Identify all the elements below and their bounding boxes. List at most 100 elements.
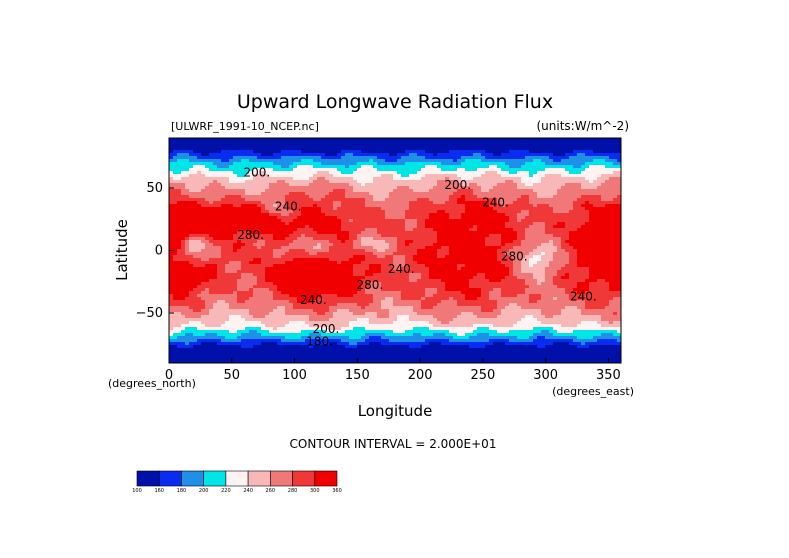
field-cell xyxy=(605,195,610,199)
field-cell xyxy=(265,168,270,172)
field-cell xyxy=(205,225,210,229)
field-cell xyxy=(337,243,342,247)
field-cell xyxy=(545,213,550,217)
field-cell xyxy=(197,198,202,202)
field-cell xyxy=(217,177,222,181)
field-cell xyxy=(569,222,574,226)
field-cell xyxy=(529,234,534,238)
field-cell xyxy=(321,183,326,187)
field-cell xyxy=(425,180,430,184)
field-cell xyxy=(421,141,426,145)
field-cell xyxy=(401,174,406,178)
field-cell xyxy=(593,216,598,220)
field-cell xyxy=(593,189,598,193)
field-cell xyxy=(277,255,282,259)
field-cell xyxy=(421,150,426,154)
field-cell xyxy=(501,237,506,241)
field-cell xyxy=(317,198,322,202)
field-cell xyxy=(173,270,178,274)
field-cell xyxy=(345,267,350,271)
field-cell xyxy=(217,165,222,169)
field-cell xyxy=(281,183,286,187)
field-cell xyxy=(197,195,202,199)
field-cell xyxy=(245,252,250,256)
field-cell xyxy=(369,171,374,175)
field-cell xyxy=(397,180,402,184)
field-cell xyxy=(349,159,354,163)
field-cell xyxy=(389,267,394,271)
field-cell xyxy=(457,204,462,208)
field-cell xyxy=(585,180,590,184)
field-cell xyxy=(185,243,190,247)
field-cell xyxy=(445,144,450,148)
field-cell xyxy=(289,258,294,262)
field-cell xyxy=(201,162,206,166)
field-cell xyxy=(553,183,558,187)
field-cell xyxy=(613,159,618,163)
field-cell xyxy=(609,249,614,253)
field-cell xyxy=(581,147,586,151)
field-cell xyxy=(261,177,266,181)
field-cell xyxy=(469,147,474,151)
field-cell xyxy=(609,255,614,259)
field-cell xyxy=(265,150,270,154)
field-cell xyxy=(401,162,406,166)
field-cell xyxy=(229,165,234,169)
field-cell xyxy=(593,207,598,211)
field-cell xyxy=(601,231,606,235)
field-cell xyxy=(253,213,258,217)
field-cell xyxy=(545,147,550,151)
field-cell xyxy=(449,171,454,175)
field-cell xyxy=(557,264,562,268)
field-cell xyxy=(289,141,294,145)
field-cell xyxy=(445,264,450,268)
field-cell xyxy=(533,252,538,256)
field-cell xyxy=(601,219,606,223)
field-cell xyxy=(181,240,186,244)
field-cell xyxy=(365,231,370,235)
field-cell xyxy=(613,204,618,208)
field-cell xyxy=(245,216,250,220)
field-cell xyxy=(357,261,362,265)
field-cell xyxy=(437,225,442,229)
field-cell xyxy=(169,138,174,142)
field-cell xyxy=(537,222,542,226)
field-cell xyxy=(237,261,242,265)
field-cell xyxy=(617,228,621,232)
field-cell xyxy=(533,171,538,175)
field-cell xyxy=(381,162,386,166)
field-cell xyxy=(193,198,198,202)
field-cell xyxy=(193,207,198,211)
field-cell xyxy=(173,165,178,169)
field-cell xyxy=(581,264,586,268)
field-cell xyxy=(433,267,438,271)
field-cell xyxy=(173,168,178,172)
field-cell xyxy=(181,228,186,232)
field-cell xyxy=(213,240,218,244)
field-cell xyxy=(245,162,250,166)
field-cell xyxy=(549,144,554,148)
field-cell xyxy=(381,192,386,196)
field-cell xyxy=(257,222,262,226)
field-cell xyxy=(561,243,566,247)
field-cell xyxy=(189,156,194,160)
field-cell xyxy=(445,252,450,256)
field-cell xyxy=(429,255,434,259)
field-cell xyxy=(525,258,530,262)
field-cell xyxy=(473,261,478,265)
field-cell xyxy=(265,216,270,220)
field-cell xyxy=(337,246,342,250)
field-cell xyxy=(333,195,338,199)
field-cell xyxy=(169,231,174,235)
field-cell xyxy=(253,261,258,265)
field-cell xyxy=(257,213,262,217)
field-cell xyxy=(589,210,594,214)
field-cell xyxy=(281,237,286,241)
field-cell xyxy=(493,180,498,184)
field-cell xyxy=(217,189,222,193)
field-cell xyxy=(277,258,282,262)
field-cell xyxy=(589,261,594,265)
field-cell xyxy=(421,183,426,187)
field-cell xyxy=(301,186,306,190)
field-cell xyxy=(577,228,582,232)
